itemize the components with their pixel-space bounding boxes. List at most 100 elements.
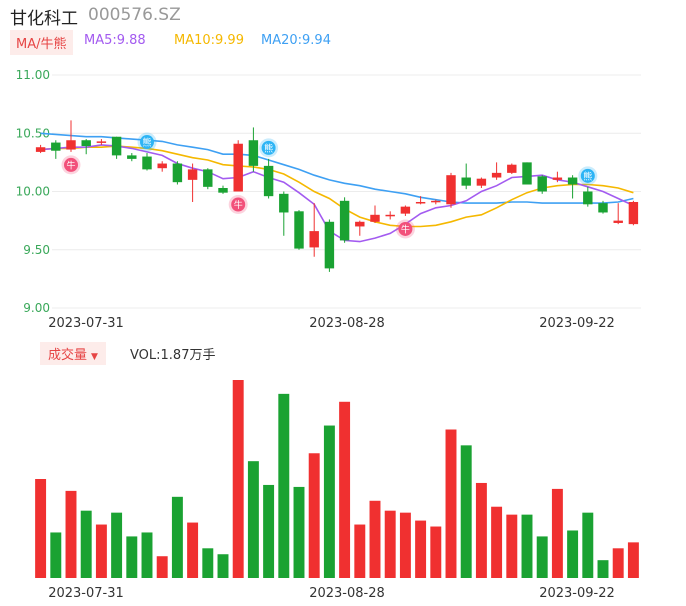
volume-bar (217, 554, 229, 578)
y-tick-label: 10.00 (16, 185, 50, 199)
volume-bar (278, 393, 290, 578)
candle-body (446, 175, 456, 205)
volume-bar (491, 506, 503, 578)
candle (507, 163, 517, 175)
volume-bar (95, 524, 107, 578)
bear-marker-icon: 熊 (137, 132, 157, 152)
candle (552, 171, 563, 183)
volume-bar (430, 526, 442, 578)
candlesticks (35, 120, 639, 272)
candle-body (218, 188, 228, 193)
candle-body (415, 201, 426, 204)
candle (491, 162, 502, 180)
candle-body (294, 211, 304, 249)
volume-bar (612, 548, 624, 578)
volume-bar (339, 401, 351, 578)
volume-bar (232, 380, 244, 578)
candle (628, 200, 639, 226)
x-tick-label: 2023-07-31 (48, 586, 124, 601)
candle-body (66, 140, 76, 150)
marker-dot (231, 197, 246, 212)
stock-name: 甘化科工 (10, 9, 78, 29)
marker-label: 熊 (583, 170, 592, 182)
candle (263, 158, 274, 199)
bull-marker-icon: 牛 (395, 219, 415, 239)
candle (66, 120, 76, 152)
volume-bar (475, 482, 487, 578)
candle (613, 203, 623, 225)
bear-marker-icon: 熊 (578, 166, 598, 186)
volume-bars (35, 380, 639, 578)
candle (203, 168, 213, 190)
candle (339, 197, 350, 243)
ma10-line (40, 145, 634, 228)
marker-dot (398, 221, 413, 236)
volume-bar (111, 512, 123, 578)
volume-bar (567, 530, 579, 578)
marker-dot (580, 168, 595, 183)
candle-body (507, 164, 517, 173)
caret-down-icon: ▼ (91, 352, 98, 362)
candle-body (203, 169, 213, 187)
candle-body (187, 169, 198, 180)
marker-label: 牛 (401, 223, 410, 235)
volume-bar (460, 445, 472, 578)
candle (522, 162, 532, 185)
marker-label: 牛 (234, 199, 243, 211)
candle (233, 140, 243, 192)
candle (324, 219, 335, 272)
volume-bar (35, 479, 47, 578)
x-tick-label: 2023-09-22 (539, 316, 615, 331)
candle (431, 199, 441, 205)
x-tick-label: 2023-08-28 (309, 316, 385, 331)
candle (294, 210, 304, 250)
volume-bar (323, 425, 335, 578)
candle (461, 163, 471, 190)
volume-bar (171, 496, 183, 578)
volume-bar (582, 512, 594, 578)
ma20-value: MA20:9.94 (261, 33, 331, 48)
candle-body (598, 203, 608, 213)
candle (279, 191, 289, 236)
marker-label: 熊 (264, 142, 273, 154)
volume-value: VOL:1.87万手 (130, 348, 216, 363)
candle (598, 200, 608, 214)
candle (309, 203, 319, 257)
candle (385, 211, 395, 220)
candle-body (263, 165, 274, 197)
volume-bar (308, 453, 320, 578)
volume-bar (50, 532, 62, 578)
candle-body (111, 136, 122, 156)
volume-bar (399, 512, 411, 578)
candle-body (385, 214, 395, 217)
volume-indicator-label: 成交量 (48, 348, 88, 363)
candle (218, 185, 228, 194)
candle (400, 205, 411, 216)
candle-body (233, 143, 243, 192)
candle-body (628, 201, 639, 225)
candle-body (476, 178, 487, 186)
candle-body (142, 156, 152, 170)
volume-bar (445, 429, 457, 578)
marker-dot (140, 135, 154, 150)
candle-body (537, 176, 547, 192)
candle-body (324, 221, 335, 269)
indicator-selector[interactable]: MA/牛熊 (10, 30, 73, 55)
ma10-value: MA10:9.99 (174, 33, 244, 48)
bull-marker-icon: 牛 (61, 155, 81, 175)
price-grid (52, 74, 641, 309)
ma5-value: MA5:9.88 (84, 33, 146, 48)
price-x-axis: 2023-07-31 2023-08-28 2023-09-22 (48, 316, 615, 331)
volume-bar (536, 536, 548, 578)
candle (583, 186, 593, 207)
x-tick-label: 2023-07-31 (48, 316, 124, 331)
volume-bar (597, 560, 609, 578)
volume-bar (80, 510, 92, 578)
ma20-line (40, 132, 634, 204)
candle (142, 153, 152, 171)
marker-label: 熊 (142, 137, 151, 149)
candle (81, 139, 91, 155)
candle-body (35, 147, 46, 152)
volume-indicator-selector[interactable]: 成交量 ▼ (40, 342, 106, 365)
